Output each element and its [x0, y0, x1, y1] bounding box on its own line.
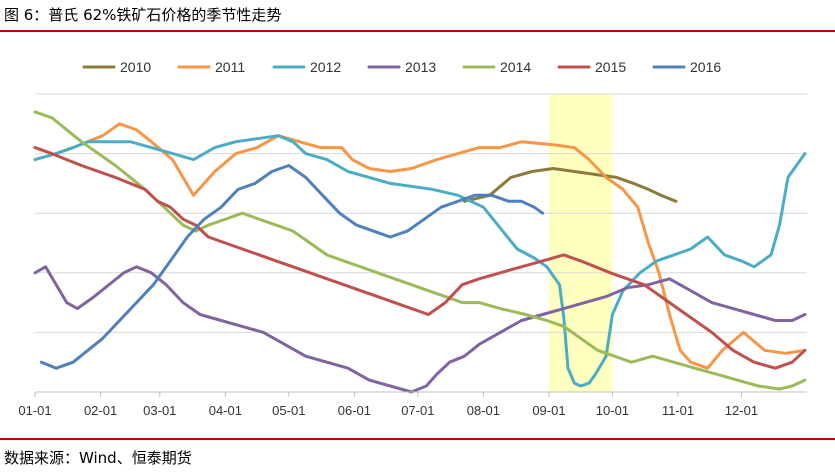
x-tick-label: 02-01 — [84, 403, 117, 418]
series-line-2010 — [462, 167, 678, 203]
series-line-2013 — [33, 265, 807, 394]
figure-title: 图 6：普氏 62%铁矿石价格的季节性走势 — [4, 6, 282, 24]
legend-label-2010: 2010 — [120, 59, 151, 75]
x-tick-label: 05-01 — [272, 403, 305, 418]
series-layer — [33, 110, 807, 394]
x-tick-label: 04-01 — [209, 403, 242, 418]
x-tick-label: 11-01 — [662, 403, 694, 418]
x-tick-label: 06-01 — [338, 403, 371, 418]
x-tick-label: 09-01 — [532, 403, 565, 418]
seasonal-line-chart: 01-01 02-01 03-01 04-01 05-01 06-01 07-01 08-01… — [18, 59, 807, 418]
x-tick-label: 12-01 — [725, 403, 758, 418]
title-rule — [0, 30, 835, 32]
x-tick-label: 08-01 — [467, 403, 500, 418]
figure-source: 数据来源：Wind、恒泰期货 — [4, 449, 192, 467]
legend: 2010 2011 2012 2013 2014 2015 2016 — [82, 59, 721, 75]
legend-label-2015: 2015 — [595, 59, 626, 75]
x-axis: 01-01 02-01 03-01 04-01 05-01 06-01 07-01 08-01… — [18, 391, 807, 418]
series-line-2011 — [33, 122, 807, 370]
x-tick-label: 07-01 — [401, 403, 434, 418]
legend-label-2014: 2014 — [500, 59, 531, 75]
x-tick-label: 03-01 — [143, 403, 176, 418]
x-tick-label: 10-01 — [596, 403, 629, 418]
legend-label-2011: 2011 — [215, 59, 245, 75]
highlight-band — [548, 94, 613, 392]
series-line-2015 — [33, 146, 807, 370]
highlight-band-layer — [548, 94, 613, 392]
series-line-2012 — [33, 134, 807, 388]
series-line-2016 — [39, 164, 545, 370]
source-rule — [0, 438, 835, 440]
legend-label-2013: 2013 — [405, 59, 436, 75]
legend-label-2012: 2012 — [310, 59, 341, 75]
legend-label-2016: 2016 — [690, 59, 721, 75]
gridline-layer — [35, 93, 807, 393]
x-tick-label: 01-01 — [18, 403, 51, 418]
